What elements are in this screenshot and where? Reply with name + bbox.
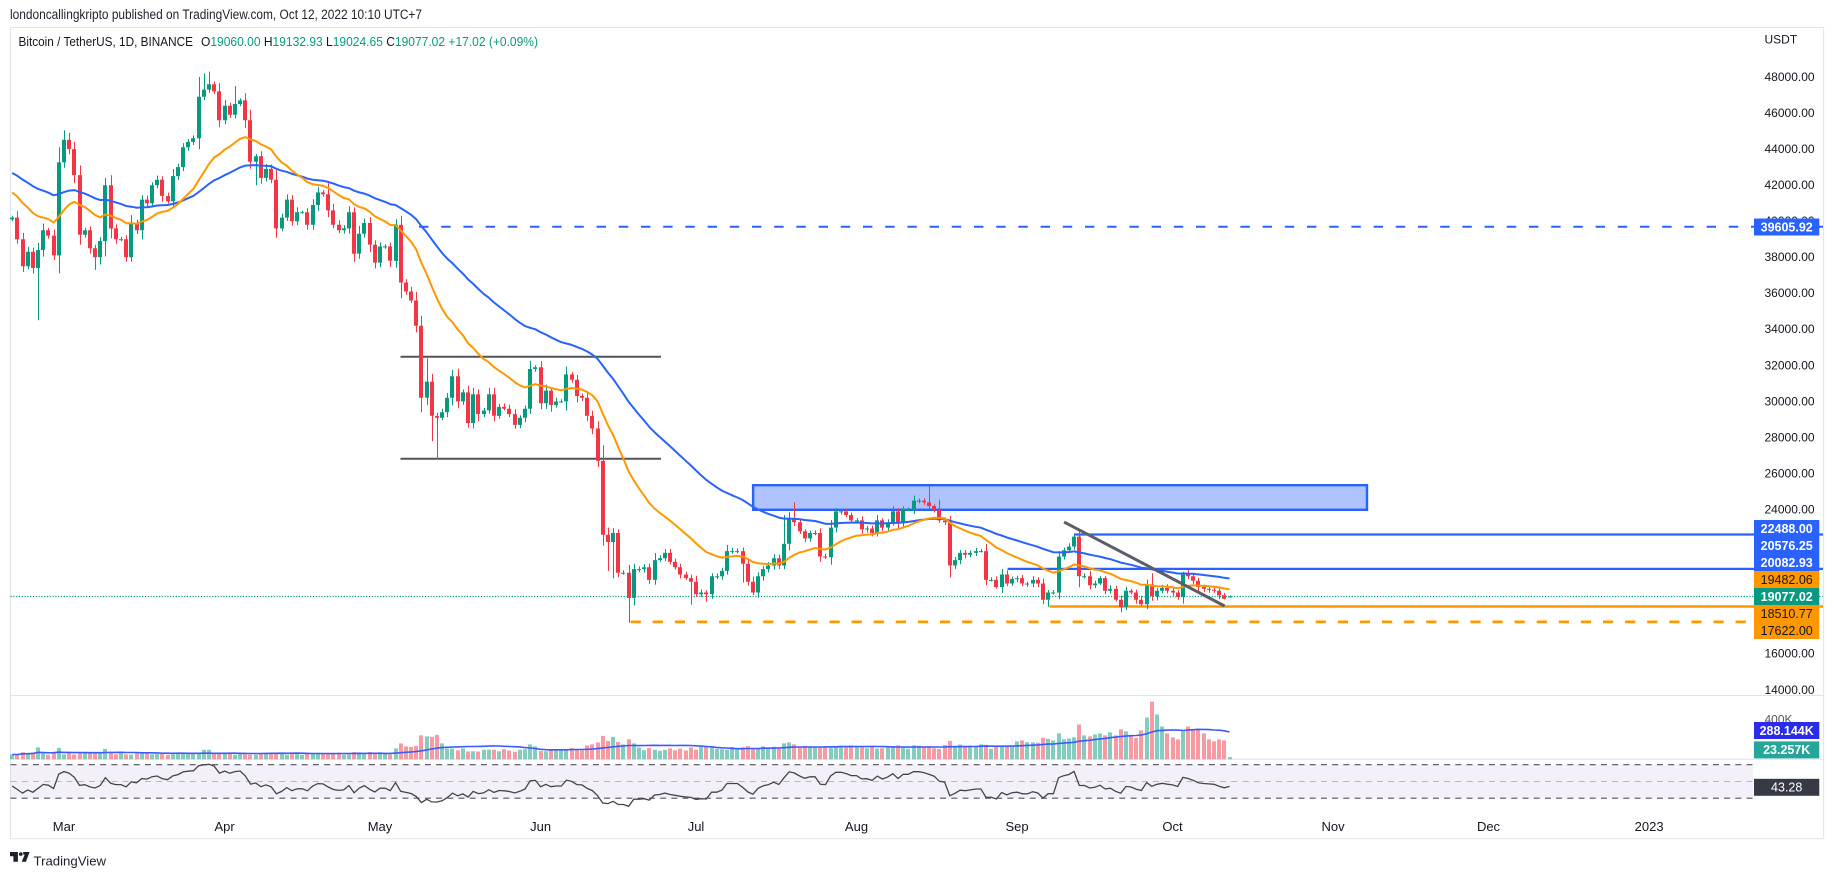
svg-text:Apr: Apr: [214, 819, 235, 834]
svg-text:Oct: Oct: [1162, 819, 1183, 834]
svg-text:TradingView: TradingView: [34, 854, 107, 869]
svg-text:36000.00: 36000.00: [1765, 286, 1815, 300]
svg-text:43.28: 43.28: [1771, 781, 1802, 795]
svg-text:USDT: USDT: [1765, 33, 1798, 47]
svg-text:42000.00: 42000.00: [1765, 178, 1815, 192]
svg-text:30000.00: 30000.00: [1765, 394, 1815, 408]
svg-text:Jun: Jun: [530, 819, 551, 834]
svg-text:17622.00: 17622.00: [1761, 624, 1813, 638]
svg-text:londoncallingkripto published: londoncallingkripto published on Trading…: [10, 7, 422, 22]
svg-text:26000.00: 26000.00: [1765, 466, 1815, 480]
svg-text:Mar: Mar: [53, 819, 76, 834]
svg-text:39605.92: 39605.92: [1761, 220, 1813, 234]
svg-text:14000.00: 14000.00: [1765, 683, 1815, 697]
svg-text:Jul: Jul: [688, 819, 705, 834]
svg-text:44000.00: 44000.00: [1765, 142, 1815, 156]
svg-text:O19060.00 H19132.93 L19024.65: O19060.00 H19132.93 L19024.65 C19077.02 …: [201, 34, 538, 49]
svg-text:20082.93: 20082.93: [1761, 556, 1813, 570]
svg-text:288.144K: 288.144K: [1760, 724, 1814, 738]
svg-text:2023: 2023: [1635, 819, 1664, 834]
svg-text:34000.00: 34000.00: [1765, 322, 1815, 336]
svg-text:Sep: Sep: [1006, 819, 1029, 834]
svg-text:18510.77: 18510.77: [1761, 607, 1813, 621]
svg-text:19077.02: 19077.02: [1761, 590, 1813, 604]
svg-text:16000.00: 16000.00: [1765, 647, 1815, 661]
svg-text:23.257K: 23.257K: [1763, 743, 1810, 757]
svg-text:32000.00: 32000.00: [1765, 358, 1815, 372]
svg-text:Bitcoin / TetherUS, 1D, BINANC: Bitcoin / TetherUS, 1D, BINANCE: [19, 34, 194, 49]
svg-text:28000.00: 28000.00: [1765, 430, 1815, 444]
svg-text:Aug: Aug: [845, 819, 868, 834]
svg-text:Dec: Dec: [1477, 819, 1501, 834]
svg-text:24000.00: 24000.00: [1765, 503, 1815, 517]
svg-text:20576.25: 20576.25: [1761, 539, 1813, 553]
svg-text:May: May: [368, 819, 393, 834]
svg-text:22488.00: 22488.00: [1761, 522, 1813, 536]
svg-text:46000.00: 46000.00: [1765, 106, 1815, 120]
svg-text:38000.00: 38000.00: [1765, 250, 1815, 264]
svg-text:Nov: Nov: [1322, 819, 1346, 834]
svg-text:19482.06: 19482.06: [1761, 573, 1813, 587]
svg-text:48000.00: 48000.00: [1765, 70, 1815, 84]
